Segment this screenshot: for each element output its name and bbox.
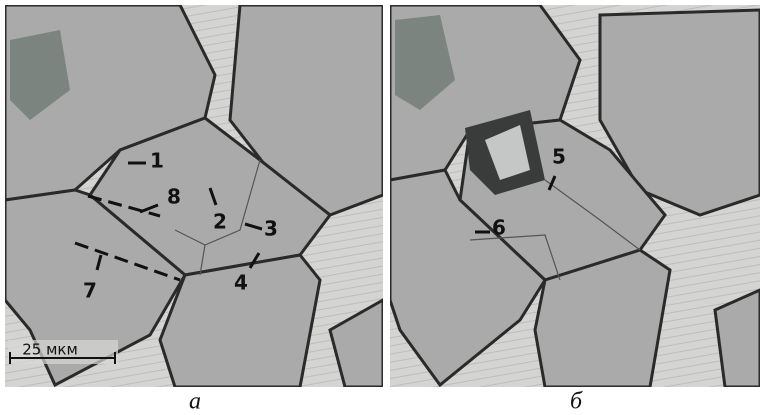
scale-label: 25 мкм	[22, 341, 78, 359]
region-label: 5	[552, 145, 566, 169]
region-label: 7	[83, 279, 97, 303]
region-label: 4	[234, 271, 248, 295]
region-label: 3	[264, 217, 278, 241]
panel-caption: б	[570, 389, 583, 415]
region-label: 2	[213, 210, 227, 234]
figure: 1 8 2 3 7 4 25 мкм 5 6 а б	[0, 0, 760, 415]
micrograph-b	[390, 5, 760, 387]
region-label: 8	[167, 185, 181, 209]
region-label: 6	[492, 216, 506, 240]
region-label: 1	[150, 149, 164, 173]
micrograph-a	[5, 5, 383, 387]
panel-caption: а	[189, 389, 201, 415]
